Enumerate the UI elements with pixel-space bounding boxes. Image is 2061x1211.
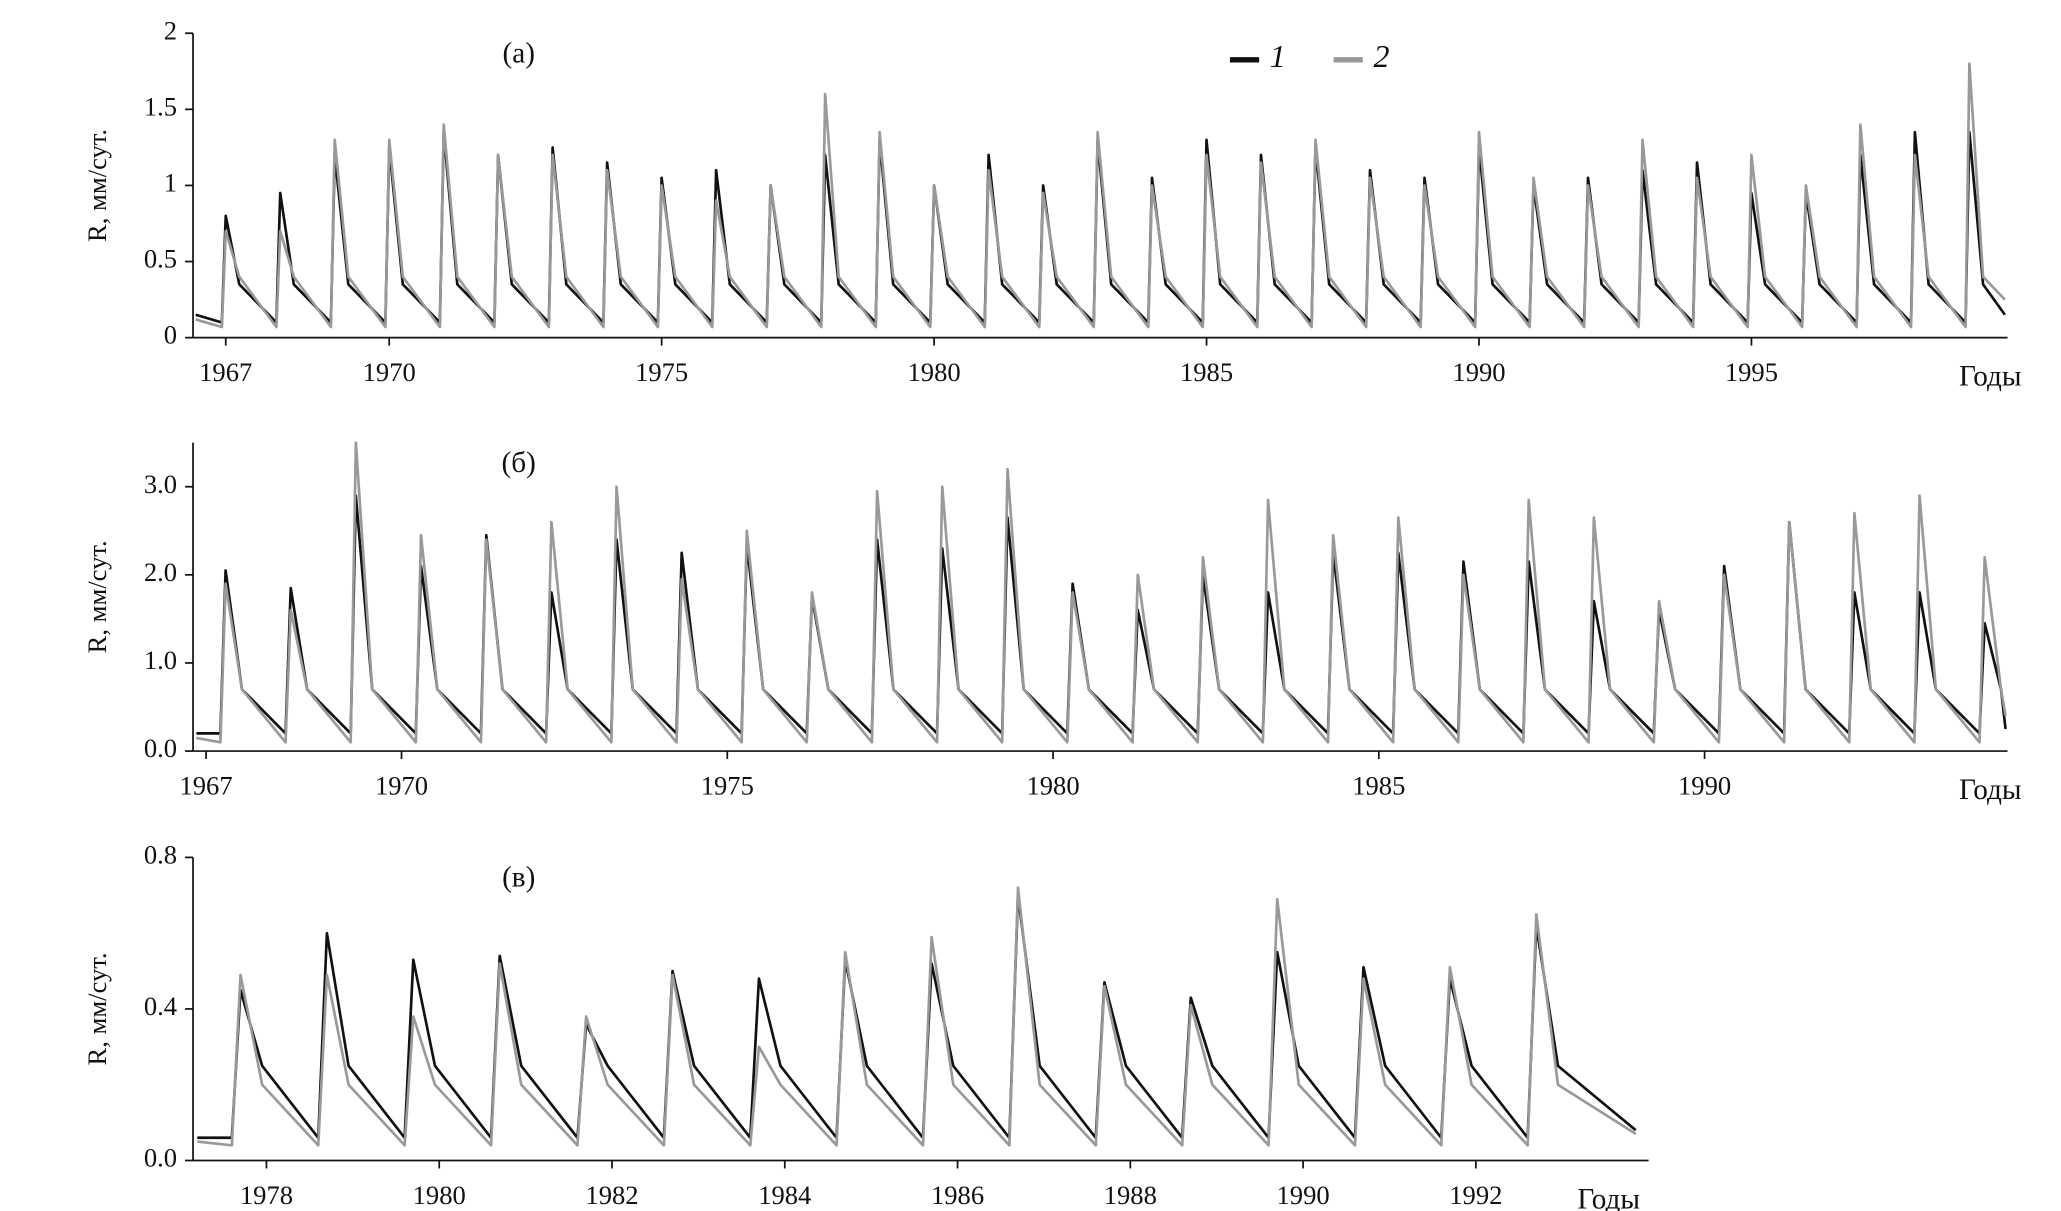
x-tick-label: 1984 xyxy=(758,1180,811,1210)
y-tick-label: 0.8 xyxy=(144,839,177,869)
x-tick-label: 1978 xyxy=(240,1180,293,1210)
y-tick-label: 0.5 xyxy=(144,244,177,274)
x-tick-label: 1988 xyxy=(1104,1180,1157,1210)
x-tick-label: 1975 xyxy=(635,357,688,387)
y-tick-label: 0.0 xyxy=(144,733,177,763)
x-tick-label: 1967 xyxy=(179,770,232,800)
legend-label: 1 xyxy=(1270,39,1286,74)
y-tick-label: 2 xyxy=(164,15,177,45)
y-tick-label: 1 xyxy=(164,168,177,198)
x-tick-label: 1970 xyxy=(363,357,416,387)
panel-label: (б) xyxy=(502,447,536,479)
legend-label: 2 xyxy=(1373,39,1389,74)
x-tick-label: 1967 xyxy=(199,357,252,387)
y-axis-label: R, мм/сут. xyxy=(82,952,112,1065)
x-tick-label: 1990 xyxy=(1452,357,1505,387)
y-tick-label: 1.5 xyxy=(144,91,177,121)
series-line xyxy=(196,494,2007,735)
x-tick-label: 1982 xyxy=(585,1180,638,1210)
panel-label: (а) xyxy=(502,38,534,70)
x-tick-label: 1992 xyxy=(1449,1180,1502,1210)
x-tick-label: 1995 xyxy=(1725,357,1778,387)
x-tick-label: 1990 xyxy=(1678,770,1731,800)
y-tick-label: 1.0 xyxy=(144,645,177,675)
x-tick-label: 1980 xyxy=(1026,770,1079,800)
x-tick-label: 1980 xyxy=(908,357,961,387)
x-tick-label: 1980 xyxy=(413,1180,466,1210)
panel-label: (в) xyxy=(502,862,535,894)
y-tick-label: 0.0 xyxy=(144,1143,177,1173)
x-tick-label: 1986 xyxy=(931,1180,984,1210)
x-axis-label: Годы xyxy=(1959,361,2022,393)
y-tick-label: 0 xyxy=(164,320,177,350)
x-tick-label: 1975 xyxy=(701,770,754,800)
x-axis-label: Годы xyxy=(1959,774,2022,806)
x-tick-label: 1985 xyxy=(1352,770,1405,800)
series-line xyxy=(196,441,2007,744)
series-line xyxy=(197,886,1637,1147)
y-axis-label: R, мм/сут. xyxy=(82,129,112,242)
y-axis-label: R, мм/сут. xyxy=(82,540,112,653)
series-line xyxy=(195,62,2006,329)
x-tick-label: 1970 xyxy=(375,770,428,800)
y-tick-label: 0.4 xyxy=(144,991,177,1021)
y-tick-label: 2.0 xyxy=(144,557,177,587)
x-tick-label: 1990 xyxy=(1277,1180,1330,1210)
y-tick-label: 3.0 xyxy=(144,469,177,499)
x-axis-label: Годы xyxy=(1577,1183,1640,1211)
x-tick-label: 1985 xyxy=(1180,357,1233,387)
